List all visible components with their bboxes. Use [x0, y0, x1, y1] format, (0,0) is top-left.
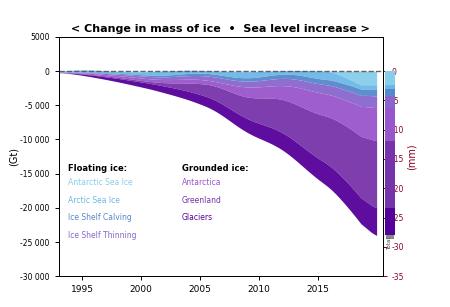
- Text: Glaciers: Glaciers: [182, 213, 213, 222]
- Text: Ice Shelf Calving: Ice Shelf Calving: [68, 213, 132, 222]
- Text: Floating ice:: Floating ice:: [68, 164, 127, 173]
- Text: Antarctica: Antarctica: [182, 178, 221, 187]
- Text: Arctic Sea Ice: Arctic Sea Ice: [68, 196, 120, 204]
- Text: Greenland: Greenland: [182, 196, 221, 204]
- Y-axis label: (mm): (mm): [407, 143, 417, 170]
- Text: Antarctic Sea Ice: Antarctic Sea Ice: [68, 178, 133, 187]
- Y-axis label: (Gt): (Gt): [9, 147, 18, 166]
- Text: < Change in mass of ice  •  Sea level increase >: < Change in mass of ice • Sea level incr…: [71, 25, 370, 34]
- Text: Ice Shelf Thinning: Ice Shelf Thinning: [68, 231, 137, 239]
- Text: Total: Total: [387, 237, 392, 250]
- Text: Grounded ice:: Grounded ice:: [182, 164, 248, 173]
